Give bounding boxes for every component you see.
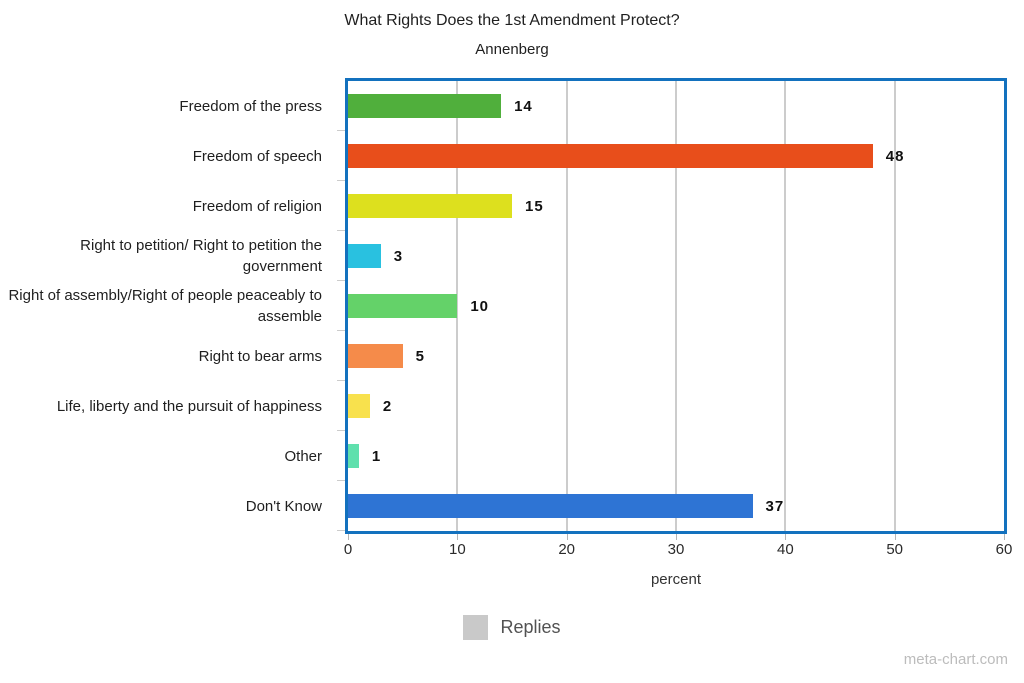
bar-value-label: 5 [415,347,425,365]
bar-row: 15 [348,181,1004,231]
gridline [893,81,896,531]
bar-value-label: 10 [470,297,490,315]
category-labels: Freedom of the press Freedom of speech Fre… [0,81,322,531]
bar-value-label: 48 [885,147,905,165]
bar-value-label: 14 [514,97,533,115]
chart-subtitle: Annenberg [475,41,549,58]
category-label: Freedom of the press [179,97,322,115]
bar-row: 10 [348,281,1004,331]
bar [348,194,512,218]
x-axis-tick [785,534,787,540]
bar-row: 2 [348,381,1004,431]
y-axis-tick [337,430,345,431]
bar-row: 37 [348,481,1004,531]
bar-row: 1 [348,431,1004,481]
legend-swatch [463,615,489,640]
y-axis-tick [337,530,345,531]
y-axis-tick [337,130,345,131]
y-axis-tick [337,480,345,481]
bar-row: 3 [348,231,1004,281]
y-axis-tick [337,380,345,381]
y-axis-tick [337,330,345,331]
bar-value-label: 2 [382,397,393,415]
category-label: Freedom of religion [192,197,322,215]
bar [348,344,403,368]
y-axis-tick [337,280,345,281]
x-axis-tick [457,534,459,540]
x-axis-tick-label: 0 [343,541,353,558]
legend: Replies [0,615,1024,640]
category-label: Right to bear arms [198,347,322,365]
category-label: Other [284,447,322,465]
bar-row: 14 [348,81,1004,131]
bar-row: 48 [348,131,1004,181]
category-label: Don't Know [245,497,322,515]
bar-value-label: 1 [371,447,382,465]
x-axis-tick-label: 50 [886,541,903,558]
x-axis-tick [566,534,568,540]
x-axis-tick [676,534,677,540]
gridline [784,81,787,531]
bar [348,244,381,268]
x-axis-tick-label: 10 [448,541,466,558]
bar-rows: 14 48 15 3 10 5 2 1 37 [348,81,1004,531]
x-axis-tick-label: 20 [558,541,575,558]
x-axis-tick-label: 30 [667,541,685,558]
y-axis-tick [337,180,345,181]
plot-area: 14 48 15 3 10 5 2 1 37 [345,78,1007,534]
x-axis-tick-label: 40 [776,541,794,558]
category-label: Right to petition/ Right to petition the… [80,237,322,275]
bar [348,94,502,118]
bar [348,294,458,318]
x-axis-title: percent [650,571,702,588]
chart-title: What Rights Does the 1st Amendment Prote… [344,12,680,29]
x-axis-tick [894,534,896,540]
category-label: Right of assembly/Right of people peacea… [8,287,322,325]
x-axis: 0 10 20 30 40 50 60 [344,534,1012,568]
x-axis-tick [348,534,349,540]
y-axis-tick [337,230,345,231]
x-axis-tick [1004,534,1005,540]
category-label: Life, liberty and the pursuit of happine… [56,397,322,415]
bar-value-label: 3 [393,247,404,265]
bar-row: 5 [348,331,1004,381]
bar [348,444,359,468]
gridline [675,81,677,531]
bar [348,394,370,418]
watermark: meta-chart.com [903,651,1008,668]
gridline [456,81,459,531]
gridline [565,81,568,531]
y-axis-ticks [337,81,345,531]
category-label: Freedom of speech [192,147,322,165]
bar [348,494,753,518]
x-axis-tick-label: 60 [995,541,1013,558]
bar-value-label: 15 [525,197,544,215]
gridlines [348,81,1004,531]
legend-label: Replies [500,617,561,637]
bar-value-label: 37 [765,497,785,515]
bar [348,144,873,168]
